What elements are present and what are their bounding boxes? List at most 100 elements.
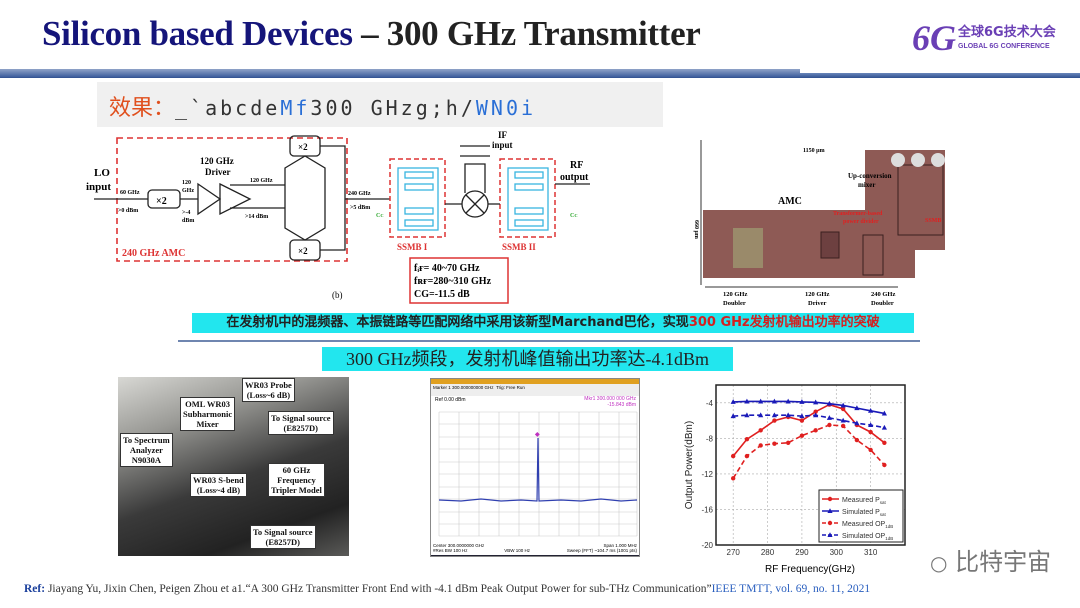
data-point (840, 402, 846, 408)
y-tick-label: -12 (701, 470, 713, 479)
data-point (785, 398, 791, 404)
ref-body: Jiayang Yu, Jixin Chen, Peigen Zhou et a… (45, 583, 712, 595)
measurement-setup-photo: WR03 Probe (Loss~6 dB) OML WR03 Subharmoni… (118, 377, 349, 556)
lo-power: >0 dBm (118, 208, 138, 214)
banner-text: 在发射机中的混频器、本振链路等匹配网络中采用该新型Marchand巴伦，实现 (226, 315, 689, 330)
data-point (758, 443, 763, 448)
x-tick-label: 300 (830, 548, 844, 557)
doubler-label: ×2 (298, 246, 308, 256)
x-axis-label: RF Frequency(GHz) (765, 564, 855, 575)
driver-label: Driver (205, 167, 230, 177)
ssmb1-label: SSMB I (397, 242, 428, 252)
label-line: OML WR03 (185, 399, 231, 409)
watermark-text: 比特宇宙 (955, 548, 1052, 576)
data-point (730, 413, 736, 419)
freq-label: 120 (182, 180, 191, 186)
trig-readout: Trig: Free Run (496, 385, 525, 390)
photo-label: OML WR03 Subharmonic Mixer (180, 397, 236, 431)
x-tick-label: 290 (795, 548, 809, 557)
data-point (758, 428, 763, 433)
photo-label: To Spectrum Analyzer N9030A (120, 433, 173, 467)
power-label: dBm (182, 218, 194, 224)
rf-output-label: RF (570, 160, 583, 171)
block-label: 240 GHz (871, 291, 895, 298)
photo-label: WR03 Probe (Loss~6 dB) (242, 378, 295, 402)
label-line: (Loss~6 dB) (246, 390, 291, 400)
marker-glyph: ◆ (534, 431, 540, 438)
data-point (771, 398, 778, 404)
span: Span 1.000 MHz (603, 543, 637, 548)
data-point (730, 399, 736, 404)
effect-text: Mf (280, 96, 311, 120)
data-point (868, 407, 874, 413)
divider-label: Transformer-based (833, 211, 883, 217)
spectrum-analyzer-screenshot: Marker 1 300.000000000 GHz Trig: Free Ru… (430, 378, 640, 557)
lo-input-label: input (86, 181, 111, 193)
data-point (882, 462, 887, 468)
chart-series (730, 398, 887, 481)
ref-journal: IEEE TMTT, vol. 69, no. 11, 2021 (711, 583, 871, 595)
data-point (730, 453, 736, 459)
photo-label: To Signal source (E8257D) (268, 411, 334, 435)
effect-box: 效果：_`abcdeMf300 GHzg;h/WN0i (97, 82, 663, 127)
block-label: 120 GHz (805, 291, 829, 298)
data-point (785, 412, 791, 418)
block-label: Driver (808, 300, 827, 307)
label-line: Mixer (196, 419, 219, 429)
data-point (799, 433, 805, 438)
ssmb-label: SSMB (925, 218, 941, 224)
sweep: Sweep (FFT) ~104.7 ms (1001 pts) (566, 548, 637, 553)
logo-mark: 6G (912, 18, 956, 58)
data-point (826, 415, 832, 420)
data-point (881, 410, 887, 416)
label-line: (E8257D) (283, 423, 318, 433)
label-line: Frequency (277, 475, 316, 485)
marker-readout: Marker 1 300.000000000 GHz (433, 385, 494, 390)
data-point (854, 405, 860, 411)
legend-marker (827, 508, 833, 513)
mixer-label: Up-conversion (848, 172, 892, 180)
capacitor-label: Cᴄ (376, 213, 383, 219)
power-label: >-4 (182, 210, 190, 216)
data-point (868, 447, 873, 453)
x-tick-label: 310 (864, 548, 878, 557)
legend-label: Simulated OP1dB (842, 533, 893, 541)
photo-label: 60 GHz Frequency Tripler Model (268, 463, 325, 497)
label-line: Tripler Model (271, 485, 322, 495)
block-label: Doubler (871, 300, 894, 307)
if-input-label: input (492, 140, 513, 150)
data-point (799, 399, 805, 404)
power-label: >14 dBm (245, 214, 268, 220)
ref-level: Ref 0.00 dBm (435, 397, 466, 403)
label-line: 60 GHz (282, 465, 311, 475)
effect-text: _`abcde (175, 96, 281, 120)
plot-frame (715, 384, 906, 546)
series-line (732, 424, 885, 479)
data-point (744, 437, 750, 442)
label-line: To Spectrum (123, 435, 170, 445)
spectrum-plot: ◆ (438, 411, 638, 537)
legend-marker (827, 532, 833, 537)
title-part2: 300 GHz Transmitter (386, 14, 701, 53)
divider-label: power divider (843, 219, 879, 225)
y-axis-label: Output Power(dBm) (684, 421, 695, 509)
data-point (840, 417, 846, 423)
label-line: Analyzer (129, 445, 163, 455)
data-point (813, 412, 819, 418)
y-tick-label: -4 (706, 399, 714, 408)
series-line (733, 400, 885, 415)
legend-marker (827, 520, 833, 526)
banner-highlight: 发射机输出功率的突破 (749, 315, 880, 330)
label-line: (E8257D) (265, 537, 300, 547)
block-label: Doubler (723, 300, 746, 307)
reference: Ref: Jiayang Yu, Jixin Chen, Peigen Zhou… (24, 583, 870, 595)
label-line: (Loss~4 dB) (196, 485, 241, 495)
capacitor-label: Cᴄ (570, 213, 577, 219)
data-point (758, 398, 764, 404)
mixer-label: mixer (858, 181, 876, 189)
data-point (813, 428, 818, 433)
legend-label: Measured Psat (842, 497, 887, 505)
legend-label: Measured OP1dB (842, 521, 893, 529)
legend-marker (827, 496, 833, 502)
label-line: Subharmonic (183, 409, 233, 419)
